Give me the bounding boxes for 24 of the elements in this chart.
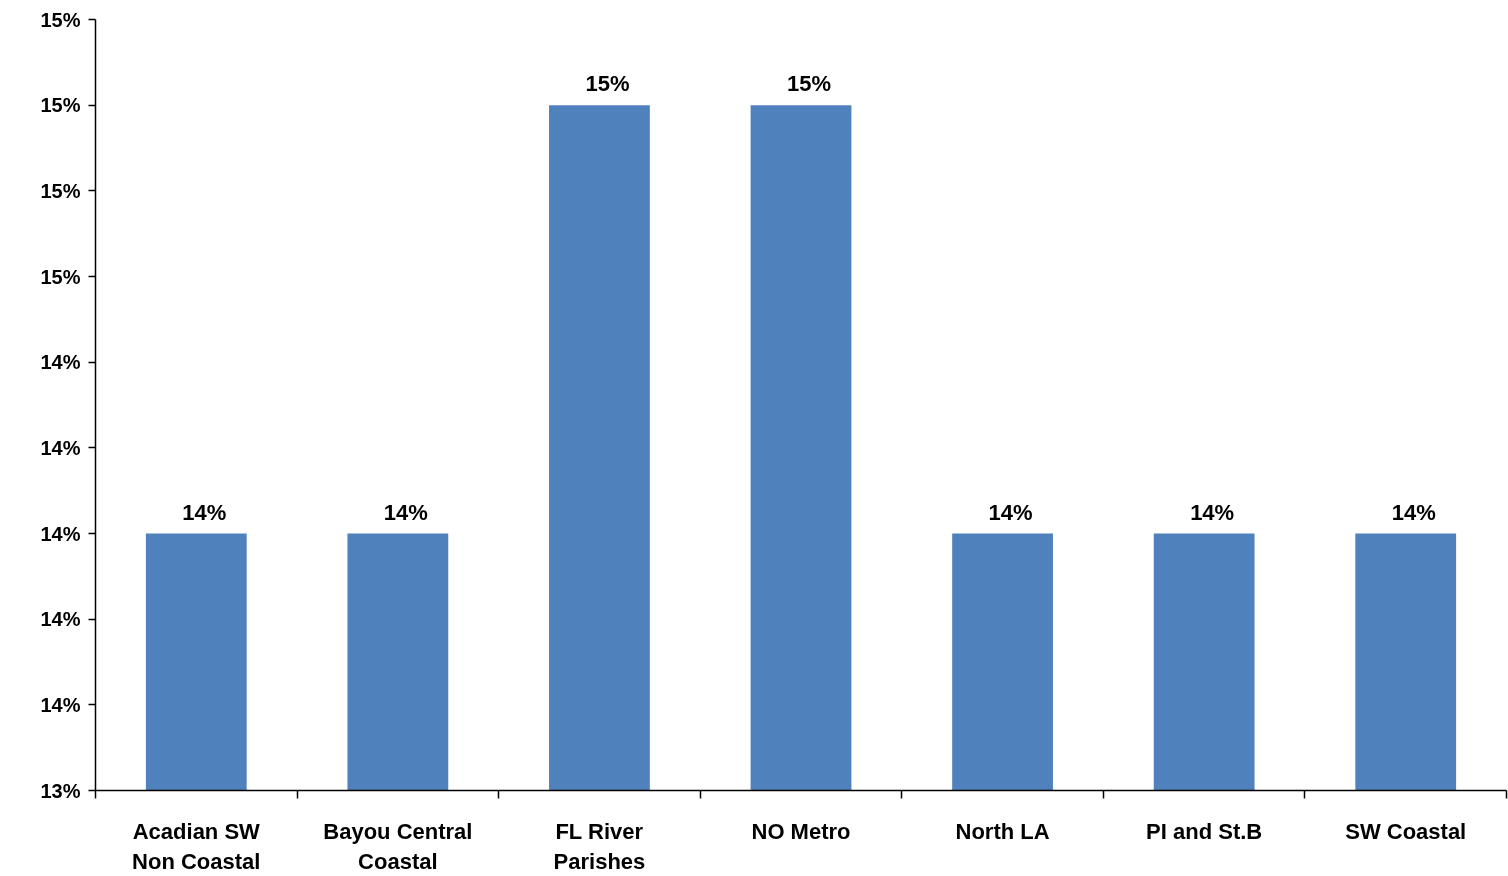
data-label: 14% — [988, 499, 1033, 525]
x-tick-label: Acadian SW Non Coastal — [132, 818, 261, 874]
y-tick-label: 14% — [40, 693, 81, 716]
data-label: 14% — [383, 499, 428, 525]
y-tick-label: 13% — [40, 779, 81, 802]
x-tick-label: Bayou Central Coastal — [323, 818, 473, 874]
data-label: 14% — [182, 499, 227, 525]
y-tick-label: 14% — [40, 522, 81, 545]
x-tick-label: FL River Parishes — [553, 818, 646, 874]
data-label: 14% — [1391, 499, 1436, 525]
data-label: 14% — [1190, 499, 1235, 525]
x-tick-label: NO Metro — [751, 818, 851, 844]
y-tick-label: 15% — [40, 265, 81, 288]
data-label: 15% — [585, 71, 630, 97]
y-tick-label: 15% — [40, 94, 81, 117]
x-tick-label: North LA — [955, 818, 1050, 844]
y-tick-label: 15% — [40, 8, 81, 31]
x-tick-label: PI and St.B — [1146, 818, 1263, 844]
x-tick-label: SW Coastal — [1345, 818, 1467, 844]
data-label: 15% — [786, 71, 832, 97]
y-tick-label: 15% — [40, 179, 81, 202]
y-tick-label: 14% — [40, 608, 81, 631]
y-tick-label: 14% — [40, 436, 81, 459]
y-tick-label: 14% — [40, 351, 81, 374]
